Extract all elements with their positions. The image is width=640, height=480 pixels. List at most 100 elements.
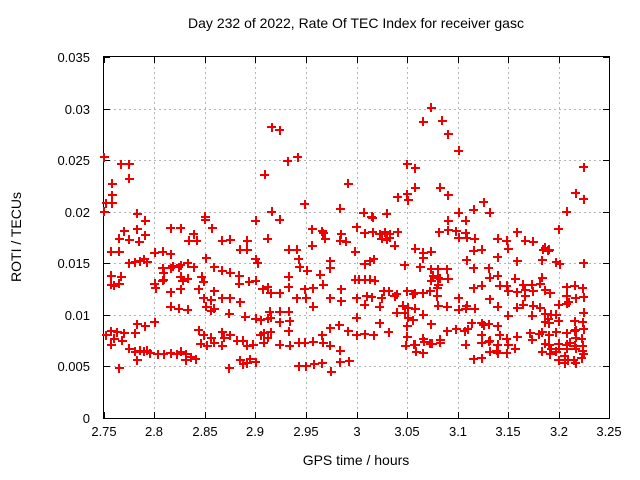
- data-point-plus-marker: [493, 252, 503, 262]
- data-point-plus-marker: [527, 280, 537, 290]
- data-point-plus-marker: [554, 300, 563, 310]
- data-point-plus-marker: [578, 283, 588, 293]
- data-point-plus-marker: [217, 327, 227, 337]
- data-point-plus-marker: [206, 295, 216, 305]
- y-gridline: [104, 109, 609, 110]
- data-point-plus-marker: [106, 280, 116, 290]
- data-point-plus-marker: [308, 302, 318, 312]
- x-tick-mark: [104, 412, 105, 418]
- data-point-plus-marker: [197, 272, 207, 282]
- data-point-plus-marker: [153, 349, 163, 359]
- data-point-plus-marker: [477, 330, 487, 340]
- data-point-plus-marker: [266, 327, 276, 337]
- data-point-plus-marker: [317, 330, 327, 340]
- data-point-plus-marker: [267, 207, 277, 217]
- data-point-plus-marker: [242, 358, 252, 368]
- data-point-plus-marker: [132, 319, 142, 329]
- data-point-plus-marker: [503, 340, 513, 350]
- data-point-plus-marker: [335, 346, 345, 356]
- data-point-plus-marker: [135, 256, 145, 266]
- data-point-plus-marker: [520, 285, 530, 295]
- data-point-plus-marker: [238, 336, 248, 346]
- x-tick-mark: [255, 57, 256, 63]
- y-tick-mark: [104, 418, 110, 419]
- data-point-plus-marker: [510, 344, 520, 354]
- x-tick-mark: [205, 412, 206, 418]
- data-point-plus-marker: [493, 234, 503, 244]
- y-tick-label: 0.005: [57, 359, 90, 374]
- data-point-plus-marker: [166, 223, 176, 233]
- data-point-plus-marker: [292, 245, 302, 255]
- data-point-plus-marker: [166, 302, 176, 312]
- data-point-plus-marker: [540, 285, 550, 295]
- y-tick-label: 0.03: [64, 102, 90, 117]
- data-point-plus-marker: [315, 270, 325, 280]
- data-point-plus-marker: [196, 339, 206, 349]
- data-point-plus-marker: [545, 349, 555, 359]
- data-point-plus-marker: [159, 268, 169, 278]
- data-point-plus-marker: [251, 216, 260, 226]
- data-point-plus-marker: [300, 284, 310, 294]
- data-point-plus-marker: [308, 283, 318, 293]
- data-point-plus-marker: [275, 307, 285, 317]
- data-point-plus-marker: [579, 162, 589, 172]
- data-point-plus-marker: [564, 297, 574, 307]
- data-point-plus-marker: [565, 338, 575, 348]
- data-point-plus-marker: [114, 363, 124, 373]
- data-point-plus-marker: [301, 293, 311, 303]
- data-point-plus-marker: [240, 312, 250, 322]
- data-point-plus-marker: [245, 354, 255, 364]
- data-point-plus-marker: [398, 301, 408, 311]
- data-point-plus-marker: [443, 129, 453, 139]
- data-point-plus-marker: [263, 314, 273, 324]
- data-point-plus-marker: [578, 317, 588, 327]
- data-point-plus-marker: [479, 197, 489, 207]
- data-point-plus-marker: [385, 233, 395, 242]
- x-tick-mark: [458, 57, 459, 63]
- data-point-plus-marker: [375, 302, 385, 312]
- data-point-plus-marker: [181, 349, 191, 359]
- data-point-plus-marker: [540, 309, 550, 319]
- data-point-plus-marker: [493, 271, 503, 281]
- data-point-plus-marker: [244, 277, 254, 287]
- data-point-plus-marker: [336, 284, 346, 294]
- data-point-plus-marker: [579, 349, 589, 359]
- data-point-plus-marker: [114, 279, 124, 289]
- data-point-plus-marker: [402, 332, 412, 342]
- data-point-plus-marker: [479, 320, 489, 330]
- data-point-plus-marker: [101, 330, 111, 340]
- data-point-plus-marker: [106, 326, 116, 336]
- x-tick-label: 3.1: [448, 424, 468, 439]
- data-point-plus-marker: [545, 288, 555, 298]
- data-point-plus-marker: [235, 245, 245, 255]
- x-tick-mark: [306, 57, 307, 63]
- y-tick-mark: [603, 263, 609, 264]
- data-point-plus-marker: [551, 327, 561, 337]
- data-point-plus-marker: [266, 288, 276, 298]
- data-point-plus-marker: [562, 291, 572, 301]
- data-point-plus-marker: [528, 237, 538, 247]
- data-point-plus-marker: [462, 255, 472, 265]
- data-point-plus-marker: [535, 279, 545, 289]
- data-point-plus-marker: [172, 349, 182, 359]
- data-point-plus-marker: [292, 293, 302, 303]
- data-point-plus-marker: [477, 245, 487, 255]
- data-point-plus-marker: [485, 336, 495, 346]
- data-point-plus-marker: [275, 125, 285, 135]
- data-point-plus-marker: [554, 224, 563, 234]
- data-point-plus-marker: [543, 314, 553, 324]
- data-point-plus-marker: [199, 277, 209, 287]
- data-point-plus-marker: [418, 253, 428, 263]
- data-point-plus-marker: [285, 316, 295, 326]
- x-gridline: [508, 57, 509, 418]
- x-tick-mark: [458, 412, 459, 418]
- data-point-plus-marker: [418, 288, 428, 298]
- data-point-plus-marker: [334, 320, 344, 330]
- data-point-plus-marker: [235, 355, 245, 365]
- data-point-plus-marker: [502, 348, 512, 358]
- data-point-plus-marker: [248, 340, 258, 350]
- data-point-plus-marker: [467, 318, 477, 328]
- data-point-plus-marker: [219, 333, 229, 343]
- data-point-plus-marker: [435, 338, 445, 348]
- data-point-plus-marker: [410, 163, 420, 173]
